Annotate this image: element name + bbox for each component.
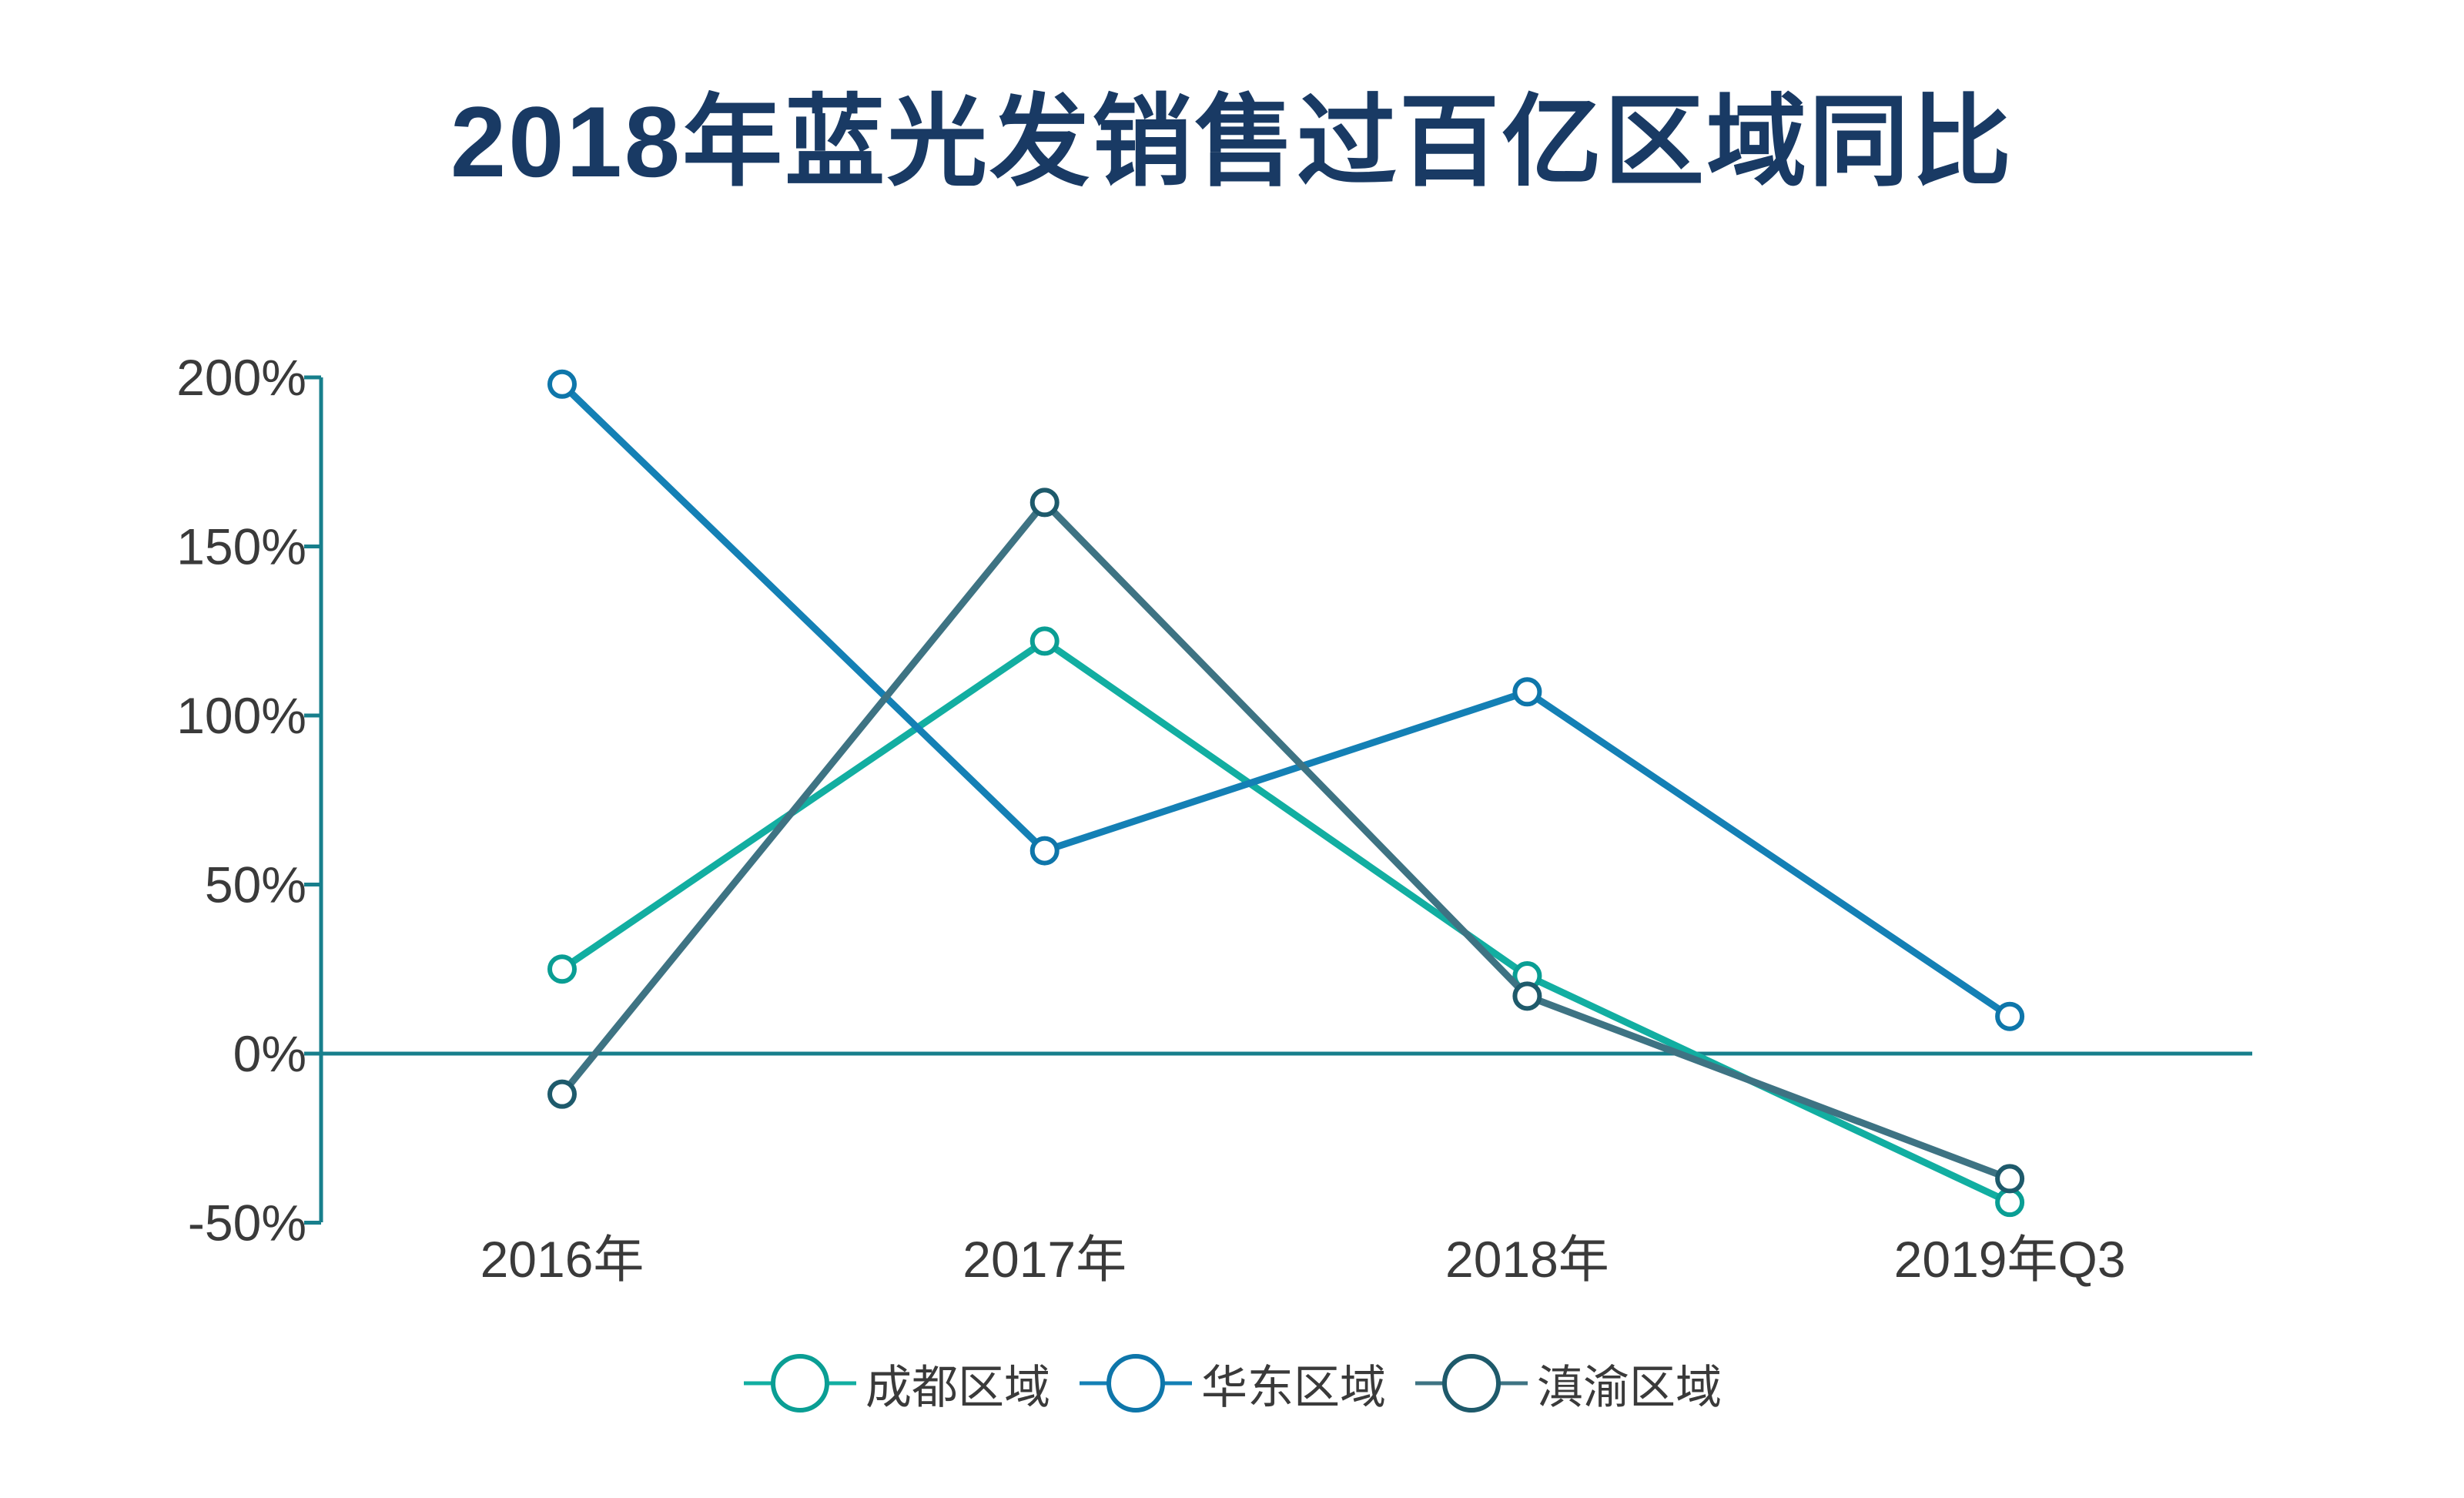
- x-axis-label: 2016年: [480, 1231, 644, 1288]
- legend-marker-circle-icon: [1106, 1354, 1165, 1413]
- data-point-marker: [1029, 626, 1060, 656]
- data-point-marker: [1995, 1001, 2025, 1031]
- data-point-marker: [1512, 981, 1542, 1011]
- y-tick-label: 150%: [176, 518, 306, 575]
- data-point-marker: [1995, 1164, 2025, 1194]
- chart-legend: 成都区域 华东区域 滇渝区域: [0, 1346, 2464, 1420]
- legend-marker-circle-icon: [771, 1354, 829, 1413]
- y-tick-label: 200%: [176, 349, 306, 406]
- legend-item-0: 成都区域: [742, 1346, 1050, 1420]
- data-point-marker: [547, 369, 577, 399]
- data-point-marker: [547, 1079, 577, 1109]
- data-point-marker: [1029, 488, 1060, 518]
- chart-title: 2018年蓝光发销售过百亿区域同比: [450, 85, 2014, 198]
- y-tick-label: 100%: [176, 687, 306, 744]
- data-point-marker: [547, 954, 577, 984]
- data-point-marker: [1512, 677, 1542, 707]
- y-tick-label: 0%: [233, 1025, 306, 1082]
- legend-marker-circle-icon: [1442, 1354, 1501, 1413]
- y-tick-label: 50%: [205, 856, 306, 913]
- legend-marker: [1080, 1354, 1192, 1413]
- legend-marker: [1415, 1354, 1528, 1413]
- x-axis-label: 2019年Q3: [1894, 1231, 2126, 1288]
- x-axis-label: 2018年: [1445, 1231, 1609, 1288]
- series-line-2: [559, 498, 2011, 1182]
- data-point-marker: [1995, 1188, 2025, 1218]
- legend-item-2: 滇渝区域: [1414, 1346, 1722, 1420]
- legend-label: 滇渝区域: [1537, 1361, 1722, 1413]
- series-line-1: [559, 381, 2012, 1020]
- legend-item-1: 华东区域: [1078, 1346, 1386, 1420]
- legend-label: 华东区域: [1201, 1361, 1386, 1413]
- series-line-0: [560, 637, 2012, 1206]
- x-axis-label: 2017年: [962, 1231, 1127, 1288]
- legend-marker: [744, 1354, 856, 1413]
- legend-label: 成都区域: [865, 1361, 1050, 1413]
- data-point-marker: [1029, 836, 1060, 866]
- y-tick-label: -50%: [188, 1195, 306, 1252]
